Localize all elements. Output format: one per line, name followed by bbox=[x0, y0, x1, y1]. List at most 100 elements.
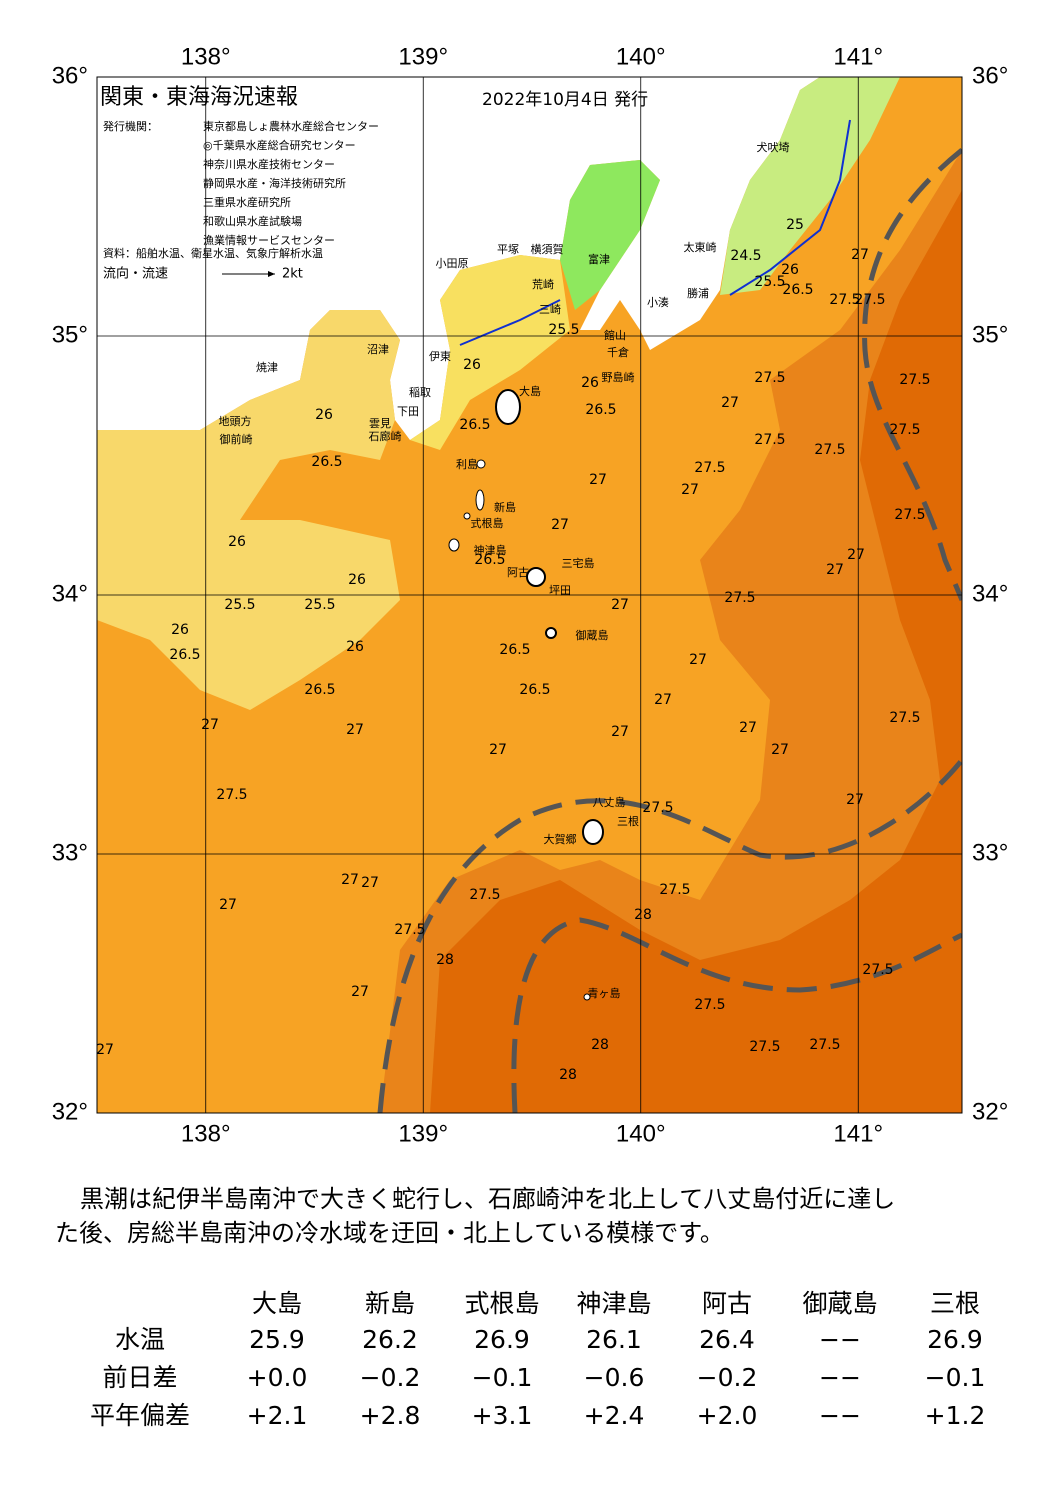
kuroshio-axis bbox=[377, 758, 962, 1113]
isotherm-label: 26.5 bbox=[782, 282, 813, 298]
issuer: 静岡県水産・海洋技術研究所 bbox=[203, 176, 346, 190]
isotherm-label: 27 bbox=[351, 984, 369, 1000]
table-cell: −− bbox=[819, 1325, 861, 1354]
isotherm-label: 27.5 bbox=[659, 882, 690, 898]
place-name: 式根島 bbox=[471, 516, 504, 530]
island bbox=[582, 819, 604, 845]
table-header: 三根 bbox=[930, 1289, 980, 1318]
isotherm-label: 27.5 bbox=[894, 507, 925, 523]
place-name: 沼津 bbox=[367, 342, 389, 356]
texts: 138° 138° 139° 139° 140° 140° 141° 141° 36° 36° 35… bbox=[52, 43, 1009, 1430]
isotherm-label: 26 bbox=[228, 534, 246, 550]
table-header: 御蔵島 bbox=[802, 1289, 877, 1318]
place-name: 小田原 bbox=[436, 257, 469, 270]
place-name: 阿古 bbox=[507, 566, 529, 579]
place-name: 小湊 bbox=[647, 295, 669, 309]
isotherm-label: 27 bbox=[611, 597, 629, 613]
place-name: 野島崎 bbox=[602, 370, 635, 384]
table-cell: −0.1 bbox=[925, 1363, 986, 1392]
place-name: 犬吠埼 bbox=[757, 140, 790, 154]
hot-water bbox=[430, 190, 962, 1113]
issuer: 神奈川県水産技術センター bbox=[203, 157, 335, 171]
isotherm-label: 27 bbox=[689, 652, 707, 668]
isotherm-label: 27 bbox=[96, 1042, 114, 1058]
lon-tick-label: 140° bbox=[616, 1120, 666, 1147]
table-cell: +2.4 bbox=[584, 1401, 645, 1430]
isotherm-label: 27 bbox=[589, 472, 607, 488]
cool-water bbox=[97, 310, 400, 710]
isotherm-label: 27.5 bbox=[642, 800, 673, 816]
lat-tick-label: 33° bbox=[972, 839, 1008, 866]
isotherm-label: 27.5 bbox=[889, 710, 920, 726]
place-name: 伊東 bbox=[429, 350, 451, 363]
place-name: 館山 bbox=[604, 328, 626, 342]
lon-tick-label: 138° bbox=[181, 1120, 231, 1147]
table-cell: −0.1 bbox=[472, 1363, 533, 1392]
isotherm-label: 26 bbox=[348, 572, 366, 588]
place-name: 利島 bbox=[456, 457, 478, 471]
place-name: 勝浦 bbox=[687, 286, 709, 300]
table-cell: +3.1 bbox=[472, 1401, 533, 1430]
place-name: 三宅島 bbox=[562, 556, 595, 570]
table-cell: −− bbox=[819, 1363, 861, 1392]
lat-tick-label: 34° bbox=[972, 580, 1008, 607]
isotherm-label: 27 bbox=[851, 247, 869, 263]
isotherm-label: 27.5 bbox=[754, 370, 785, 386]
table-header: 新島 bbox=[365, 1289, 415, 1318]
isotherm-label: 26.5 bbox=[459, 417, 490, 433]
isotherm-label: 27 bbox=[846, 792, 864, 808]
warm-water bbox=[380, 150, 962, 1113]
current-scale: 2kt bbox=[282, 267, 303, 282]
island bbox=[495, 389, 521, 425]
table-cell: +1.2 bbox=[925, 1401, 986, 1430]
isotherm-label: 27 bbox=[681, 482, 699, 498]
isotherm-label: 27.5 bbox=[216, 787, 247, 803]
table-row-label: 前日差 bbox=[102, 1363, 177, 1392]
map-frame bbox=[96, 76, 963, 1114]
island bbox=[526, 567, 546, 587]
coastal-green bbox=[720, 77, 900, 295]
island bbox=[545, 627, 557, 639]
island bbox=[583, 993, 591, 1001]
coast-line bbox=[459, 119, 851, 346]
table-cell: 25.9 bbox=[249, 1325, 305, 1354]
place-name: 富津 bbox=[588, 252, 610, 266]
issuer: ◎千葉県水産総合研究センター bbox=[203, 138, 356, 152]
isotherm-label: 26 bbox=[463, 357, 481, 373]
place-name: 稲取 bbox=[409, 386, 431, 399]
isotherm-label: 27 bbox=[341, 872, 359, 888]
coastal-water bbox=[410, 255, 570, 450]
lat-tick-label: 36° bbox=[52, 62, 88, 89]
lon-tick-label: 139° bbox=[398, 43, 448, 70]
map-title: 関東・東海海況速報 bbox=[100, 85, 298, 110]
isotherm-label: 26.5 bbox=[585, 402, 616, 418]
isotherm-label: 27.5 bbox=[809, 1037, 840, 1053]
lat-tick-label: 35° bbox=[972, 321, 1008, 348]
place-name: 横須賀 bbox=[531, 242, 564, 256]
lat-tick-label: 33° bbox=[52, 839, 88, 866]
place-name: 下田 bbox=[397, 405, 419, 418]
issuer: 三重県水産研究所 bbox=[203, 195, 291, 209]
place-name: 荒崎 bbox=[532, 277, 554, 291]
place-name: 三崎 bbox=[539, 302, 561, 316]
table-cell: −0.6 bbox=[584, 1363, 645, 1392]
lon-tick-label: 140° bbox=[616, 43, 666, 70]
isotherm-label: 27 bbox=[654, 692, 672, 708]
isotherm-label: 26 bbox=[581, 375, 599, 391]
isotherm-label: 25.5 bbox=[224, 597, 255, 613]
table-cell: 26.9 bbox=[474, 1325, 530, 1354]
place-name: 御前崎 bbox=[220, 432, 253, 446]
table-row-label: 平年偏差 bbox=[90, 1401, 190, 1430]
summary-line: た後、房総半島南沖の冷水域を迂回・北上している模様です。 bbox=[55, 1219, 724, 1247]
table-cell: +2.1 bbox=[247, 1401, 308, 1430]
isotherm-label: 28 bbox=[591, 1037, 609, 1053]
table-cell: +2.0 bbox=[697, 1401, 758, 1430]
issuer: 和歌山県水産試験場 bbox=[203, 214, 302, 228]
isotherm-label: 27.5 bbox=[889, 422, 920, 438]
isotherm-label: 27.5 bbox=[694, 997, 725, 1013]
island bbox=[448, 538, 460, 552]
